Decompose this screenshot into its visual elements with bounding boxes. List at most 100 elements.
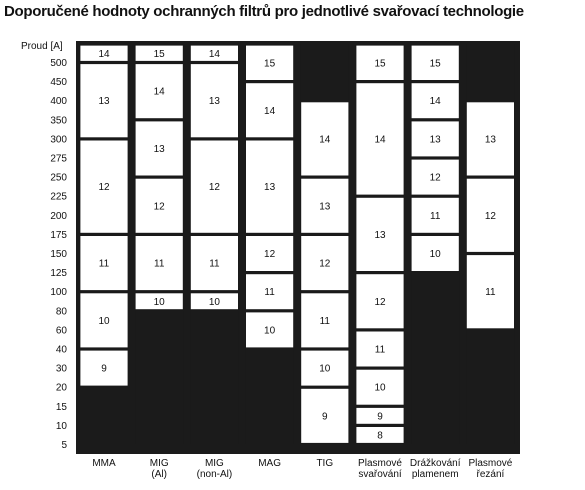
shade-cell: [245, 139, 295, 234]
shade-cell: [79, 139, 129, 234]
x-category-label: řezání: [477, 469, 505, 480]
shade-cell: [300, 235, 350, 291]
y-tick-label: 225: [50, 192, 67, 203]
y-tick-label: 450: [50, 77, 67, 88]
shade-label: 11: [154, 259, 165, 270]
x-category-label: MMA: [92, 458, 116, 469]
y-tick-label: 350: [50, 115, 67, 126]
shade-cell: [79, 235, 129, 291]
shade-cell: [300, 387, 350, 444]
y-tick-label: 275: [50, 154, 67, 165]
shade-label: 11: [209, 259, 220, 270]
column-black-segment: [190, 310, 239, 445]
column-black-segment: [466, 329, 515, 445]
column-black-segment: [411, 272, 460, 445]
shade-cell: [134, 235, 184, 291]
shade-cell: [134, 63, 184, 120]
shade-cell: [189, 63, 239, 139]
shade-label: 14: [154, 87, 166, 98]
shade-label: 8: [377, 430, 383, 441]
shade-cell: [300, 177, 350, 234]
y-tick-label: 20: [56, 383, 68, 394]
x-category-label: Drážkování: [410, 458, 461, 469]
shade-label: 13: [98, 96, 110, 107]
shade-label: 11: [99, 259, 110, 270]
shade-label: 10: [430, 249, 442, 260]
shade-cell: [300, 101, 350, 177]
shade-label: 14: [98, 49, 110, 60]
y-tick-label: 30: [56, 364, 68, 375]
shade-label: 15: [374, 58, 386, 69]
shade-cell: [189, 139, 239, 234]
x-category-label: (Al): [151, 469, 167, 480]
shade-label: 12: [264, 249, 276, 260]
y-tick-label: 15: [56, 402, 68, 413]
shade-label: 14: [374, 134, 386, 145]
shade-label: 14: [264, 106, 276, 117]
y-tick-label: 5: [61, 440, 67, 451]
shade-cell: [465, 101, 515, 177]
shade-cell: [410, 82, 460, 120]
shade-cell: [79, 349, 129, 387]
column-black-segment: [80, 387, 128, 445]
shade-label: 11: [430, 211, 441, 222]
shade-cell: [245, 44, 295, 81]
shade-cell: [134, 120, 184, 177]
shade-cell: [79, 44, 129, 62]
shade-label: 15: [430, 58, 442, 69]
shade-cell: [355, 44, 405, 81]
x-category-label: MIG: [205, 458, 224, 469]
shade-cell: [410, 158, 460, 196]
shade-label: 13: [374, 230, 386, 241]
y-tick-label: 100: [50, 287, 67, 298]
y-axis-label: Proud [A]: [21, 41, 63, 52]
shade-label: 10: [264, 325, 276, 336]
shade-cell: [355, 330, 405, 368]
shade-cell: [79, 292, 129, 349]
column-black-segment: [300, 44, 349, 101]
shade-label: 13: [319, 201, 331, 212]
y-tick-label: 125: [50, 268, 67, 279]
y-tick-label: 200: [50, 211, 67, 222]
shade-cell: [355, 407, 405, 425]
shade-label: 13: [154, 144, 166, 155]
shade-cell: [245, 311, 295, 349]
y-tick-label: 10: [56, 421, 68, 432]
shade-cell: [355, 426, 405, 444]
y-tick-label: 150: [50, 249, 67, 260]
shade-label: 14: [319, 134, 331, 145]
shade-label: 14: [209, 49, 221, 60]
x-category-label: (non-Al): [197, 469, 233, 480]
y-tick-label: 250: [50, 173, 67, 184]
shade-label: 13: [485, 134, 497, 145]
shade-label: 11: [264, 287, 275, 298]
x-category-label: TIG: [316, 458, 333, 469]
shade-label: 15: [264, 58, 276, 69]
x-category-label: svařování: [358, 469, 402, 480]
shade-cell: [410, 44, 460, 81]
shade-cell: [410, 196, 460, 234]
y-tick-label: 400: [50, 96, 67, 107]
shade-label: 11: [485, 287, 496, 298]
shade-label: 13: [264, 182, 276, 193]
shade-label: 12: [319, 259, 331, 270]
shade-label: 10: [374, 383, 386, 394]
chart-title: Doporučené hodnoty ochranných filtrů pro…: [4, 3, 524, 20]
shade-label: 12: [374, 297, 386, 308]
shade-label: 13: [430, 134, 442, 145]
shade-label: 12: [430, 173, 442, 184]
y-tick-label: 80: [56, 306, 68, 317]
shade-cell: [410, 235, 460, 272]
shade-cell: [300, 292, 350, 349]
shade-label: 9: [322, 411, 328, 422]
y-tick-label: 40: [56, 345, 68, 356]
x-category-label: Plasmové: [358, 458, 402, 469]
shade-label: 10: [209, 297, 221, 308]
shade-label: 9: [101, 364, 107, 375]
shade-label: 11: [320, 316, 331, 327]
shade-label: 14: [430, 96, 442, 107]
shade-cell: [355, 82, 405, 196]
shade-cell: [79, 63, 129, 139]
shade-cell: [134, 44, 184, 62]
shade-label: 10: [154, 297, 166, 308]
